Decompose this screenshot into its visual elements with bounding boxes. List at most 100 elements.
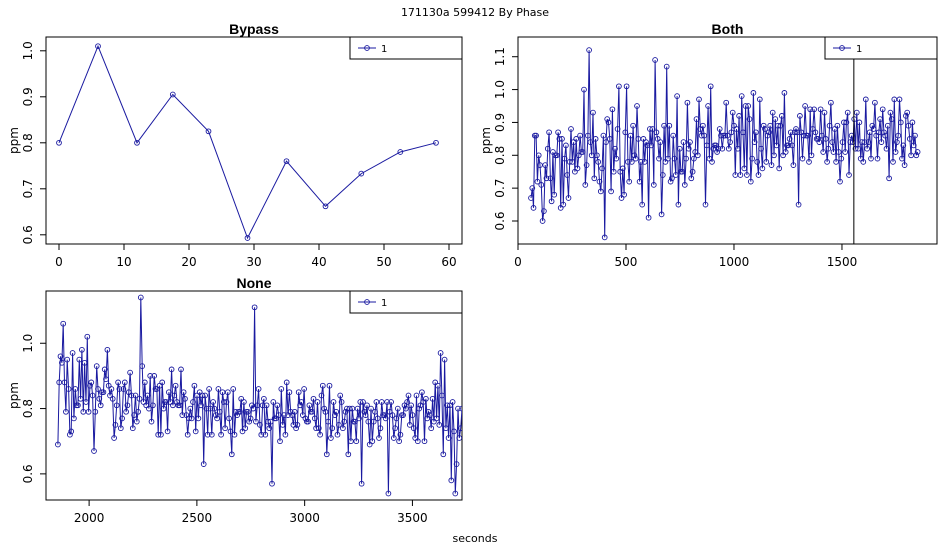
data-point: [199, 392, 206, 399]
data-point: [776, 165, 783, 172]
data-point: [409, 412, 416, 418]
data-point: [715, 145, 722, 152]
x-tick-label: 0: [55, 255, 63, 269]
data-point: [683, 155, 689, 162]
data-point: [794, 129, 801, 136]
data-point: [781, 90, 788, 96]
data-point: [270, 399, 277, 405]
data-point: [681, 182, 688, 188]
data-point: [722, 132, 728, 139]
data-point: [913, 152, 920, 159]
figure-title: 171130a 599412 By Phase: [401, 6, 549, 19]
data-point: [811, 106, 817, 113]
data-point: [101, 366, 108, 373]
data-point: [61, 379, 68, 386]
data-point: [639, 201, 646, 208]
data-point: [634, 103, 640, 109]
data-point: [638, 159, 644, 165]
data-point: [914, 149, 921, 155]
data-point: [345, 451, 352, 458]
x-tick-label: 60: [441, 255, 456, 269]
data-point: [255, 386, 262, 392]
data-point: [146, 405, 152, 412]
data-point: [758, 145, 764, 152]
data-point: [77, 395, 84, 402]
x-tick-label: 500: [615, 255, 638, 269]
data-point: [223, 399, 230, 405]
data-point: [376, 435, 382, 441]
data-point: [894, 139, 900, 145]
data-point: [895, 132, 902, 139]
data-point: [214, 415, 220, 422]
y-tick-label: 0.7: [21, 179, 35, 198]
data-point: [688, 175, 695, 182]
data-point: [643, 139, 649, 145]
data-point: [390, 435, 397, 441]
series-group: [55, 294, 462, 497]
data-point: [608, 188, 614, 195]
data-point: [182, 395, 188, 402]
y-tick-label: 0.9: [21, 87, 35, 106]
data-point: [756, 96, 763, 103]
data-point: [736, 113, 742, 119]
data-point: [67, 431, 73, 438]
data-point: [242, 425, 249, 432]
data-point: [136, 395, 143, 402]
data-point: [565, 195, 572, 201]
y-tick-label: 1.0: [493, 80, 507, 99]
data-point: [647, 126, 653, 132]
data-point: [388, 399, 394, 405]
data-point: [694, 152, 701, 159]
series-line: [57, 297, 462, 494]
data-point: [433, 139, 439, 146]
data-point: [207, 405, 214, 412]
data-point: [171, 392, 178, 399]
data-point: [547, 175, 554, 182]
data-point: [265, 418, 271, 425]
data-point: [767, 122, 774, 129]
data-point: [166, 389, 172, 396]
data-point: [328, 435, 334, 441]
data-point: [322, 408, 329, 415]
data-point: [336, 422, 342, 428]
data-point: [319, 382, 326, 389]
data-point: [274, 402, 281, 409]
data-point: [742, 103, 749, 109]
data-point: [297, 402, 303, 409]
x-tick-label: 1500: [827, 255, 858, 269]
data-point: [815, 136, 821, 142]
data-point: [716, 126, 723, 132]
data-point: [389, 412, 396, 418]
x-tick-label: 20: [181, 255, 196, 269]
data-point: [329, 425, 336, 432]
x-axis-label: seconds: [453, 532, 498, 545]
data-point: [725, 145, 732, 152]
legend-box: [824, 36, 938, 60]
data-point: [100, 389, 107, 396]
y-tick-label: 0.7: [493, 179, 507, 198]
data-point: [824, 159, 830, 165]
data-point: [187, 405, 194, 412]
data-point: [696, 96, 702, 103]
data-point: [332, 412, 338, 418]
data-point: [874, 155, 881, 162]
y-tick-label: 1.0: [21, 334, 35, 353]
data-point: [672, 172, 679, 178]
data-point: [903, 113, 909, 119]
data-point: [888, 116, 895, 122]
data-point: [865, 139, 872, 145]
data-point: [626, 178, 633, 185]
y-axis-label: ppm: [7, 127, 21, 154]
data-point: [702, 201, 709, 208]
data-point: [886, 175, 892, 182]
data-point: [541, 208, 547, 214]
data-point: [365, 418, 372, 425]
data-point: [670, 132, 677, 139]
data-point: [834, 122, 841, 129]
data-point: [111, 435, 117, 441]
legend-label: 1: [381, 44, 387, 55]
data-point: [381, 412, 388, 418]
data-point: [769, 109, 776, 116]
data-point: [330, 399, 337, 405]
data-point: [317, 431, 323, 438]
